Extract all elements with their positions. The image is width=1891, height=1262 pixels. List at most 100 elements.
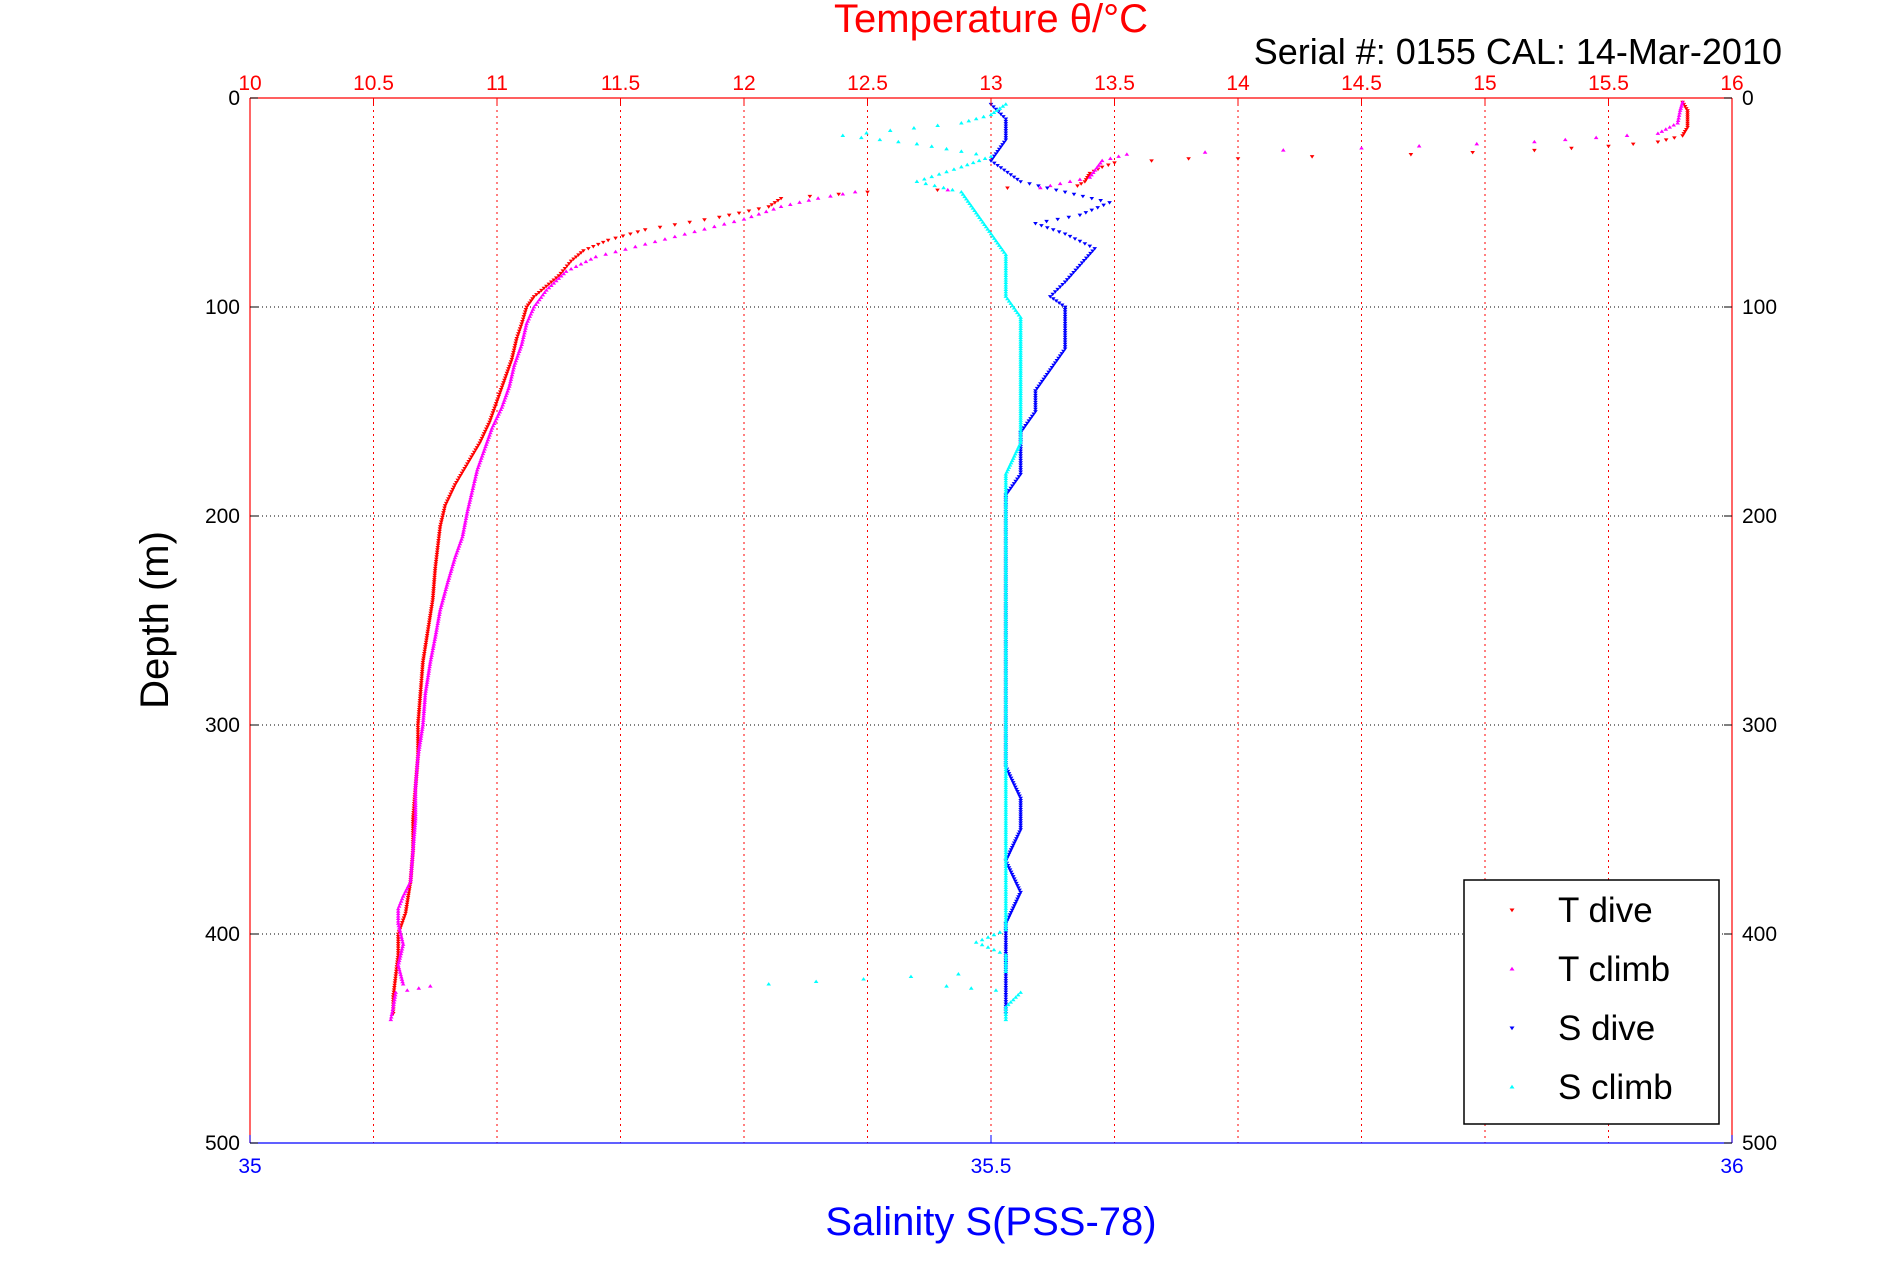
data-point — [423, 643, 429, 647]
left-tick-label: 100 — [205, 296, 240, 319]
data-point — [416, 716, 421, 721]
data-point — [586, 247, 591, 251]
data-point — [433, 632, 438, 637]
data-point — [1018, 404, 1023, 409]
data-point — [392, 986, 397, 990]
data-point — [1003, 617, 1009, 622]
data-point — [1015, 897, 1020, 901]
data-point — [470, 486, 476, 490]
data-point — [1003, 637, 1009, 642]
data-point — [560, 269, 566, 273]
data-point — [1018, 380, 1023, 384]
data-point — [418, 687, 424, 692]
data-point — [1007, 463, 1013, 467]
data-point — [388, 1015, 394, 1019]
data-point — [471, 484, 476, 488]
data-point — [393, 976, 398, 981]
data-point — [1006, 915, 1012, 919]
data-point — [404, 907, 409, 911]
data-point — [1003, 945, 1009, 949]
data-point — [1003, 760, 1009, 765]
data-point — [483, 444, 488, 449]
data-point — [399, 935, 404, 939]
data-point — [1018, 810, 1023, 814]
data-point — [1079, 261, 1085, 265]
data-point — [1003, 729, 1009, 734]
data-point — [1013, 451, 1018, 456]
data-point — [411, 832, 417, 837]
data-point — [517, 327, 523, 331]
data-point — [556, 274, 562, 278]
data-point — [480, 434, 486, 438]
data-point — [402, 891, 407, 896]
data-point — [1003, 765, 1009, 769]
data-point — [1003, 519, 1009, 523]
data-point — [518, 344, 524, 349]
data-point — [970, 206, 976, 210]
data-point — [414, 769, 420, 774]
data-point — [1062, 342, 1068, 347]
data-point — [972, 208, 977, 213]
data-point — [1003, 572, 1009, 577]
data-point — [1124, 152, 1130, 156]
data-point — [1003, 720, 1009, 725]
data-point — [1003, 131, 1009, 135]
data-point — [1018, 821, 1023, 825]
data-point — [502, 395, 508, 400]
data-point — [1003, 885, 1009, 889]
data-point — [1003, 749, 1009, 754]
data-point — [1003, 492, 1009, 496]
top-tick-label: 10.5 — [353, 72, 394, 95]
data-point — [520, 337, 526, 342]
data-point — [1003, 947, 1009, 951]
data-point — [1014, 899, 1019, 904]
left-tick-label: 0 — [228, 87, 240, 110]
data-point — [1003, 731, 1009, 736]
data-point — [769, 203, 775, 207]
data-point — [1003, 767, 1009, 772]
data-point — [444, 585, 449, 589]
data-point — [443, 587, 449, 592]
data-point — [425, 631, 430, 636]
data-point — [1018, 326, 1023, 331]
data-point — [491, 421, 497, 425]
data-point — [442, 506, 447, 510]
data-point — [1003, 792, 1009, 796]
data-point — [417, 745, 422, 749]
data-point — [1009, 908, 1015, 913]
data-point — [1003, 610, 1009, 615]
data-point — [1003, 979, 1009, 983]
data-point — [1018, 331, 1023, 335]
data-point — [391, 990, 397, 995]
data-point — [433, 630, 439, 635]
data-point — [944, 984, 949, 988]
data-point — [944, 146, 949, 151]
data-point — [423, 691, 428, 696]
data-point — [430, 600, 435, 604]
data-point — [389, 1010, 395, 1014]
data-point — [418, 736, 424, 740]
data-point — [1092, 168, 1098, 172]
data-point — [995, 150, 1000, 154]
data-point — [1003, 846, 1009, 850]
data-point — [1010, 875, 1016, 879]
data-point — [1033, 393, 1038, 398]
data-point — [405, 884, 411, 889]
data-point — [1003, 546, 1009, 550]
data-point — [1003, 257, 1009, 261]
data-point — [435, 541, 441, 545]
data-point — [459, 537, 464, 541]
data-point — [1003, 743, 1009, 747]
data-point — [1003, 832, 1009, 837]
data-point — [413, 794, 418, 799]
data-point — [578, 262, 584, 266]
data-point — [522, 310, 528, 314]
data-point — [487, 433, 492, 437]
data-point — [442, 592, 447, 596]
data-point — [865, 190, 870, 195]
data-point — [797, 200, 802, 204]
data-point — [491, 408, 497, 413]
data-point — [395, 916, 401, 921]
data-point — [477, 460, 483, 465]
